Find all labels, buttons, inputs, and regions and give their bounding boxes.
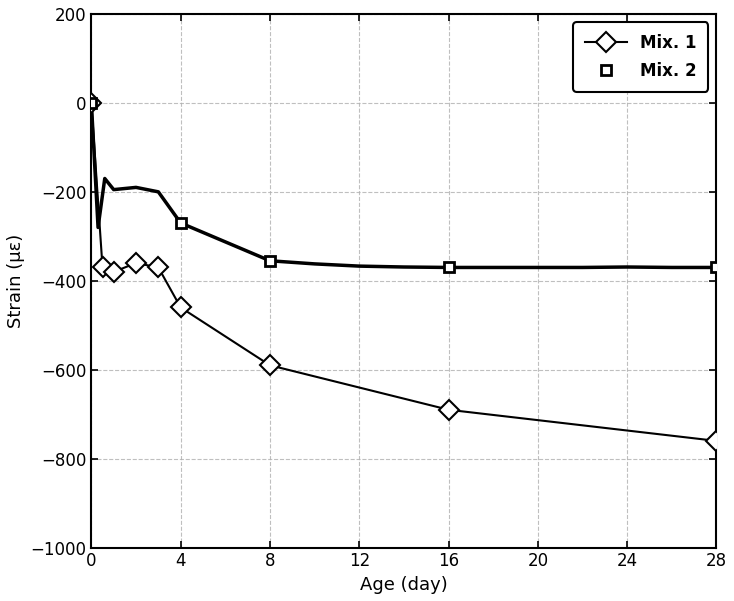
- Mix. 1: [712, 438, 721, 445]
- Mix. 2: [266, 257, 275, 264]
- Mix. 1: [444, 406, 453, 413]
- Line: Mix. 2: Mix. 2: [87, 98, 722, 272]
- Mix. 1: [176, 304, 185, 311]
- Mix. 1: [109, 268, 118, 275]
- Mix. 1: [154, 264, 163, 271]
- Mix. 2: [712, 264, 721, 271]
- Line: Mix. 1: Mix. 1: [84, 96, 724, 448]
- Mix. 1: [131, 260, 140, 267]
- Mix. 2: [176, 219, 185, 227]
- Mix. 1: [87, 99, 95, 106]
- Mix. 1: [266, 362, 275, 369]
- Y-axis label: Strain (με): Strain (με): [7, 234, 25, 328]
- Legend: Mix. 1, Mix. 2: Mix. 1, Mix. 2: [573, 22, 708, 91]
- Mix. 1: [98, 264, 107, 271]
- X-axis label: Age (day): Age (day): [360, 576, 448, 594]
- Mix. 2: [444, 264, 453, 271]
- Mix. 2: [87, 99, 95, 106]
